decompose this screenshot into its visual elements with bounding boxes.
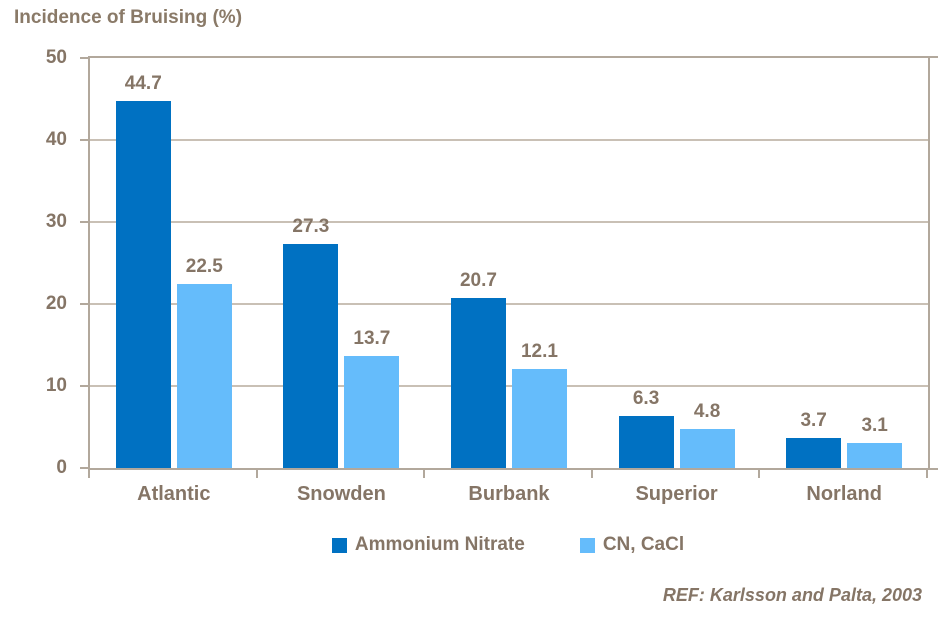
bar-value-label: 44.7 [124,73,162,95]
x-axis-category-labels: Atlantic Snowden Burbank Superior Norland [90,483,928,506]
bar-wrap: 13.7 [344,327,400,468]
bar-value-label: 3.1 [861,414,888,436]
legend-label: CN, CaCl [602,534,685,555]
bar-group-superior: 6.3 4.8 [593,58,761,468]
bar-group-burbank: 20.7 12.1 [425,58,593,468]
x-tick-0 [88,470,90,478]
x-tick-5 [926,470,928,478]
y-tick-0 [80,467,88,469]
bar-value-label: 27.3 [292,216,330,238]
bar-value-label: 3.7 [800,409,827,431]
gridline-y-20 [90,303,928,305]
bar-norland-series-1 [786,437,842,468]
y-tick-30 [80,221,88,223]
bar-value-label: 13.7 [353,327,391,349]
legend-item: CN, CaCl [579,534,685,556]
bar-group-snowden: 27.3 13.7 [258,58,426,468]
bar-superior-series-2 [679,428,735,468]
bar-wrap: 3.7 [786,409,842,468]
x-tick-2 [423,470,425,478]
bar-value-label: 12.1 [520,340,558,362]
bar-value-label: 22.5 [185,255,223,277]
legend-swatch-icon [579,537,595,553]
bottom-right-overhang-line [928,468,938,470]
bar-value-label: 4.8 [693,400,721,422]
reference-note: REF: Karlsson and Palta, 2003 [662,585,922,605]
legend-label: Ammonium Nitrate [354,534,525,555]
bar-burbank-series-1 [450,298,506,468]
bar-wrap: 44.7 [115,73,171,468]
bar-groups: 44.7 22.5 27.3 13.7 20.7 12.1 6.3 4.8 3.7 3.1 [90,58,928,468]
bar-norland-series-2 [847,442,903,468]
bar-snowden-series-2 [344,355,400,468]
bar-burbank-series-2 [511,368,567,468]
y-tick-20 [80,303,88,305]
bar-snowden-series-1 [283,244,339,468]
y-axis-label-40: 40 [45,129,67,150]
bar-wrap: 27.3 [283,216,339,468]
x-axis-label-norland: Norland [806,483,882,505]
legend: Ammonium Nitrate CN, CaCl [88,534,928,556]
y-axis-label-10: 10 [45,375,67,396]
plot-area: 44.7 22.5 27.3 13.7 20.7 12.1 6.3 4.8 3.7 3.1 [88,56,930,470]
y-tick-40 [80,139,88,141]
bar-atlantic-series-1 [115,101,171,468]
bar-superior-series-1 [618,416,674,468]
bar-wrap: 12.1 [511,340,567,468]
bar-group-atlantic: 44.7 22.5 [90,58,258,468]
bar-atlantic-series-2 [176,283,232,468]
bar-wrap: 4.8 [679,400,735,468]
x-axis-label-snowden: Snowden [296,483,386,505]
bar-wrap: 22.5 [176,255,232,468]
x-axis-label-burbank: Burbank [468,483,550,505]
y-tick-50 [80,57,88,59]
x-tick-1 [256,470,258,478]
x-tick-3 [591,470,593,478]
bar-value-label: 6.3 [632,388,660,410]
top-right-overhang-line [928,56,938,58]
bar-wrap: 20.7 [450,270,506,468]
bar-wrap: 3.1 [847,414,903,468]
bar-value-label: 20.7 [459,270,497,292]
y-axis-label-20: 20 [45,293,67,314]
bar-wrap: 6.3 [618,388,674,468]
x-axis-label-superior: Superior [635,483,718,505]
legend-item: Ammonium Nitrate [331,534,525,556]
y-tick-10 [80,385,88,387]
gridline-y-40 [90,139,928,141]
y-axis-label-50: 50 [45,47,67,68]
gridline-y-30 [90,221,928,223]
x-axis-label-atlantic: Atlantic [137,483,211,505]
legend-swatch-icon [331,537,347,553]
bar-group-norland: 3.7 3.1 [760,58,928,468]
y-axis-label-30: 30 [45,211,67,232]
x-tick-4 [758,470,760,478]
gridline-y-10 [90,385,928,387]
y-axis-label-0: 0 [56,457,67,478]
chart-title: Incidence of Bruising (%) [14,7,243,28]
